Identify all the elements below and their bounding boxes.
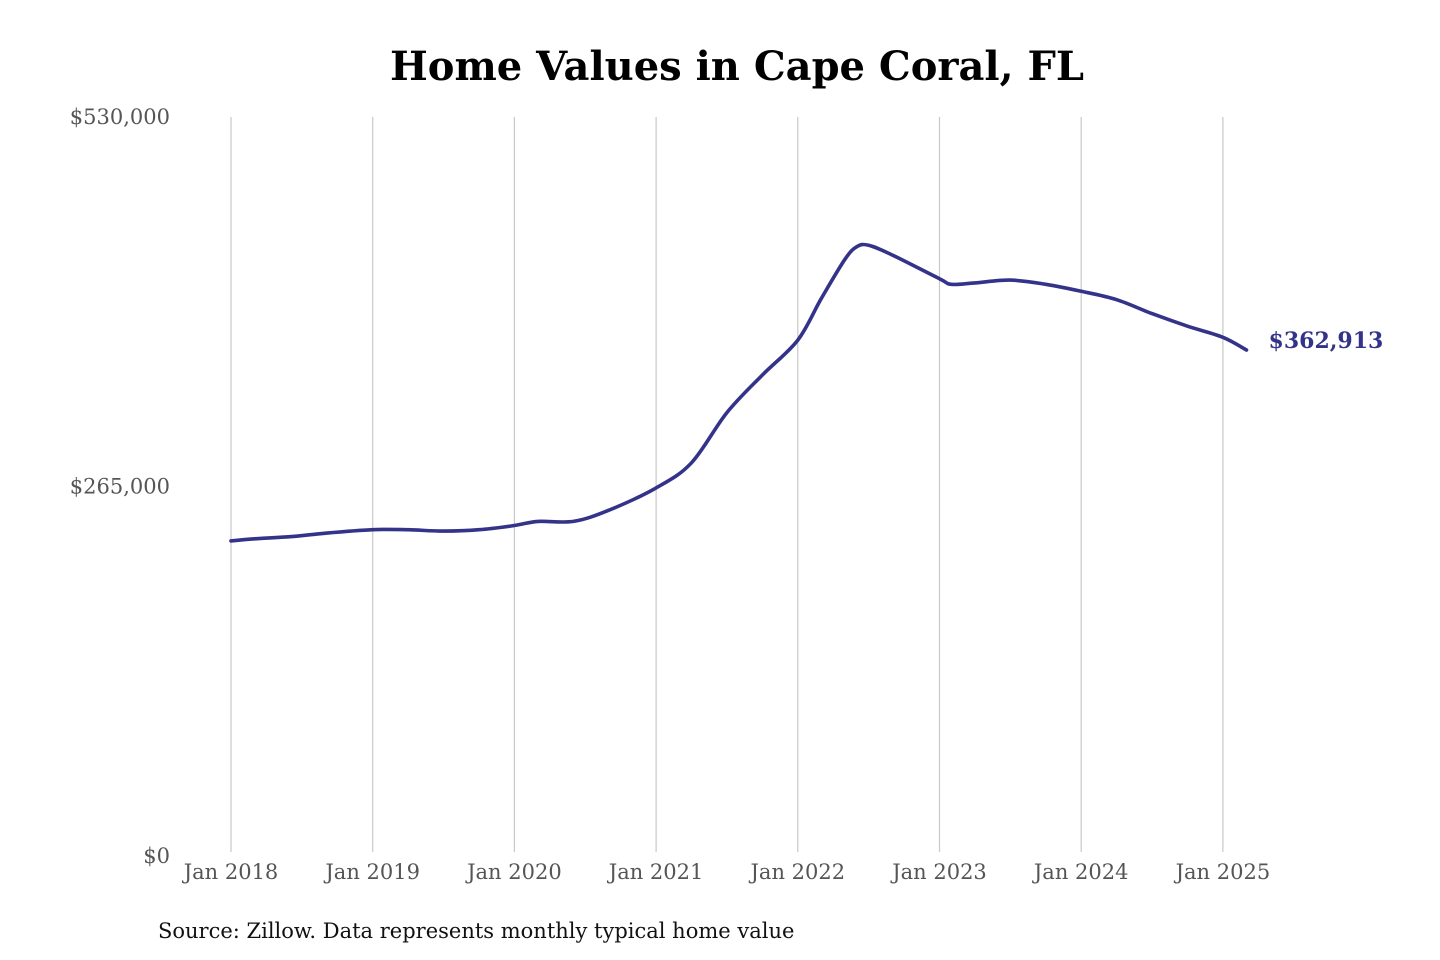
x-tick-label: Jan 2022 — [749, 860, 846, 884]
gridlines — [230, 117, 1224, 852]
x-tick-label: Jan 2023 — [890, 860, 987, 884]
end-value-label: $362,913 — [1269, 328, 1384, 354]
x-tick-label: Jan 2024 — [1032, 860, 1129, 884]
x-tick-label: Jan 2018 — [182, 860, 279, 884]
y-tick-label: $265,000 — [70, 475, 170, 499]
x-tick-label: Jan 2020 — [465, 860, 562, 884]
series-line-home-value — [229, 242, 1249, 543]
chart-title: Home Values in Cape Coral, FL — [390, 43, 1084, 90]
y-tick-label: $0 — [143, 844, 170, 868]
y-axis-ticks: $0 $265,000 $530,000 — [70, 105, 170, 868]
x-axis-ticks: Jan 2018 Jan 2019 Jan 2020 Jan 2021 Jan 2022… — [182, 860, 1270, 884]
x-tick-label: Jan 2019 — [323, 860, 420, 884]
source-note: Source: Zillow. Data represents monthly … — [158, 919, 794, 943]
x-tick-label: Jan 2021 — [607, 860, 704, 884]
x-tick-label: Jan 2025 — [1174, 860, 1271, 884]
y-tick-label: $530,000 — [70, 105, 170, 129]
